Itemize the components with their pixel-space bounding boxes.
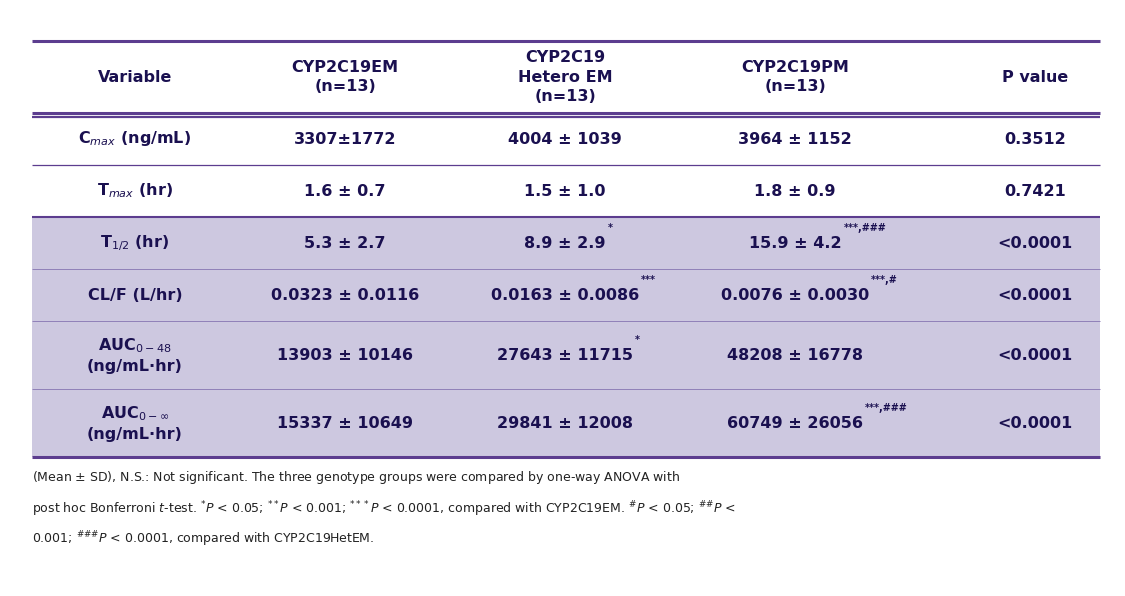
Text: <0.0001: <0.0001	[998, 347, 1072, 362]
Text: <0.0001: <0.0001	[998, 287, 1072, 303]
Text: 3964 ± 1152: 3964 ± 1152	[738, 132, 852, 147]
Text: 0.001; $^{\#\#\#}P$ < 0.0001, compared with CYP2C19HetEM.: 0.001; $^{\#\#\#}P$ < 0.0001, compared w…	[32, 529, 375, 548]
Text: <0.0001: <0.0001	[998, 415, 1072, 430]
Text: (Mean $\pm$ SD), N.S.: Not significant. The three genotype groups were compared : (Mean $\pm$ SD), N.S.: Not significant. …	[32, 469, 681, 486]
Text: 0.7421: 0.7421	[1005, 184, 1065, 198]
Text: 3307±1772: 3307±1772	[294, 132, 396, 147]
Text: post hoc Bonferroni $t$-test. $^{*}P$ < 0.05; $^{**}P$ < 0.001; $^{***}P$ < 0.00: post hoc Bonferroni $t$-test. $^{*}P$ < …	[32, 499, 736, 519]
Text: 60749 ± 26056: 60749 ± 26056	[727, 415, 863, 430]
Text: ***,#: ***,#	[871, 275, 898, 285]
Text: 0.0076 ± 0.0030: 0.0076 ± 0.0030	[721, 287, 870, 303]
Text: CYP2C19EM
(n=13): CYP2C19EM (n=13)	[291, 60, 398, 94]
Text: 0.0163 ± 0.0086: 0.0163 ± 0.0086	[490, 287, 639, 303]
Text: 1.5 ± 1.0: 1.5 ± 1.0	[524, 184, 605, 198]
Text: 27643 ± 11715: 27643 ± 11715	[497, 347, 633, 362]
Bar	[32, 113, 1100, 217]
Text: 0.3512: 0.3512	[1005, 132, 1065, 147]
Text: 48208 ± 16778: 48208 ± 16778	[727, 347, 863, 362]
Text: T$_{max}$ (hr): T$_{max}$ (hr)	[97, 182, 173, 200]
Text: 4004 ± 1039: 4004 ± 1039	[508, 132, 622, 147]
Text: ***,###: ***,###	[844, 223, 886, 233]
Text: Variable: Variable	[98, 70, 172, 85]
Text: T$_{1/2}$ (hr): T$_{1/2}$ (hr)	[100, 233, 170, 253]
Text: <0.0001: <0.0001	[998, 235, 1072, 250]
Text: P value: P value	[1002, 70, 1068, 85]
Text: 8.9 ± 2.9: 8.9 ± 2.9	[524, 235, 605, 250]
Text: 29841 ± 12008: 29841 ± 12008	[497, 415, 633, 430]
Text: *: *	[634, 335, 640, 345]
Text: 5.3 ± 2.7: 5.3 ± 2.7	[304, 235, 386, 250]
Text: 13903 ± 10146: 13903 ± 10146	[277, 347, 413, 362]
Text: CL/F (L/hr): CL/F (L/hr)	[88, 287, 182, 303]
Text: 15337 ± 10649: 15337 ± 10649	[277, 415, 413, 430]
Text: 1.6 ± 0.7: 1.6 ± 0.7	[304, 184, 386, 198]
Text: 15.9 ± 4.2: 15.9 ± 4.2	[749, 235, 842, 250]
Text: ***: ***	[641, 275, 656, 285]
Bar	[32, 41, 1100, 113]
Text: CYP2C19PM
(n=13): CYP2C19PM (n=13)	[741, 60, 849, 94]
Text: *: *	[608, 223, 613, 233]
Text: ***,###: ***,###	[865, 403, 908, 413]
Text: AUC$_{0-48}$
(ng/mL·hr): AUC$_{0-48}$ (ng/mL·hr)	[87, 336, 183, 374]
Text: CYP2C19
Hetero EM
(n=13): CYP2C19 Hetero EM (n=13)	[518, 50, 612, 104]
Bar	[32, 217, 1100, 457]
Text: AUC$_{0-∞}$
(ng/mL·hr): AUC$_{0-∞}$ (ng/mL·hr)	[87, 404, 183, 442]
Text: 1.8 ± 0.9: 1.8 ± 0.9	[754, 184, 836, 198]
Text: C$_{max}$ (ng/mL): C$_{max}$ (ng/mL)	[79, 129, 191, 148]
Text: 0.0323 ± 0.0116: 0.0323 ± 0.0116	[271, 287, 420, 303]
